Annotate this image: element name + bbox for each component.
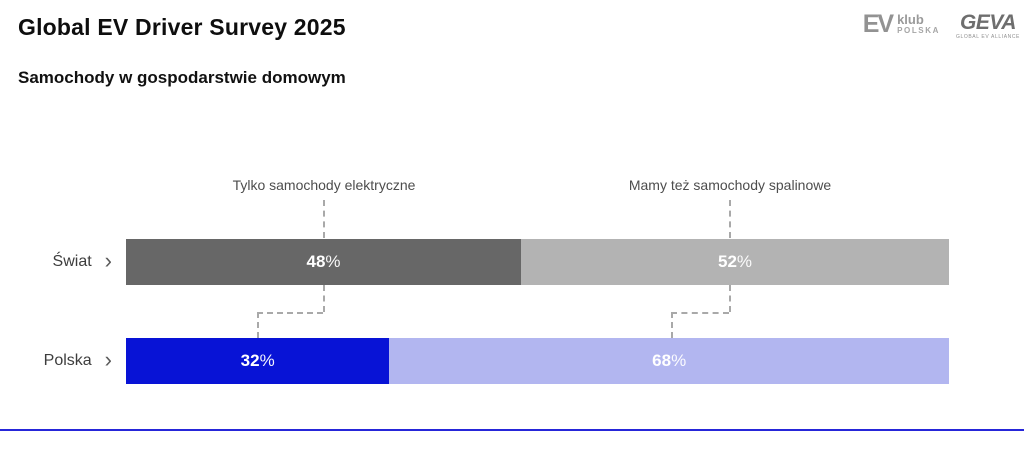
dashed-connector bbox=[257, 312, 323, 314]
page-subtitle: Samochody w gospodarstwie domowym bbox=[18, 68, 346, 87]
segment-poland-also-combustion: 68% bbox=[389, 338, 949, 384]
page-title: Global EV Driver Survey 2025 bbox=[18, 14, 346, 40]
dashed-connector bbox=[323, 200, 325, 238]
category-label-poland: Polska bbox=[43, 352, 92, 369]
ev-klub-logo-polska: POLSKA bbox=[897, 26, 940, 36]
callout-label-electric-only: Tylko samochody elektryczne bbox=[232, 177, 416, 193]
segment-world-electric-only: 48% bbox=[126, 239, 522, 285]
value-label: 48% bbox=[306, 252, 341, 271]
category-label-world: Świat bbox=[52, 253, 92, 270]
bar-world: 48% 52% bbox=[126, 239, 949, 285]
dashed-connector bbox=[729, 200, 731, 238]
ev-klub-polska-logo: EV klub POLSKA bbox=[863, 12, 940, 37]
chevron-right-icon: › bbox=[104, 248, 112, 273]
geva-logo-tagline: GLOBAL EV ALLIANCE bbox=[956, 34, 1020, 40]
ev-klub-logo-klub: klub bbox=[897, 11, 924, 27]
footer-accent-line bbox=[0, 429, 1024, 431]
value-label: 68% bbox=[652, 351, 687, 370]
row-label-world: Świat › bbox=[0, 239, 112, 285]
geva-logo-mark: GEVA bbox=[960, 11, 1016, 34]
chevron-right-icon: › bbox=[104, 347, 112, 372]
segment-world-also-combustion: 52% bbox=[521, 239, 949, 285]
dashed-connector bbox=[729, 285, 731, 312]
ev-klub-logo-mark: EV bbox=[862, 10, 894, 38]
callout-label-also-combustion: Mamy też samochody spalinowe bbox=[628, 177, 832, 193]
value-label: 52% bbox=[717, 252, 753, 271]
row-label-poland: Polska › bbox=[0, 338, 112, 384]
value-label: 32% bbox=[240, 351, 275, 370]
dashed-connector bbox=[671, 312, 673, 338]
geva-logo: GEVA GLOBAL EV ALLIANCE bbox=[956, 12, 1020, 40]
dashed-connector bbox=[671, 312, 729, 314]
dashed-connector bbox=[257, 312, 259, 338]
dashed-connector bbox=[323, 285, 325, 312]
bar-poland: 32% 68% bbox=[126, 338, 949, 384]
segment-poland-electric-only: 32% bbox=[126, 338, 390, 384]
